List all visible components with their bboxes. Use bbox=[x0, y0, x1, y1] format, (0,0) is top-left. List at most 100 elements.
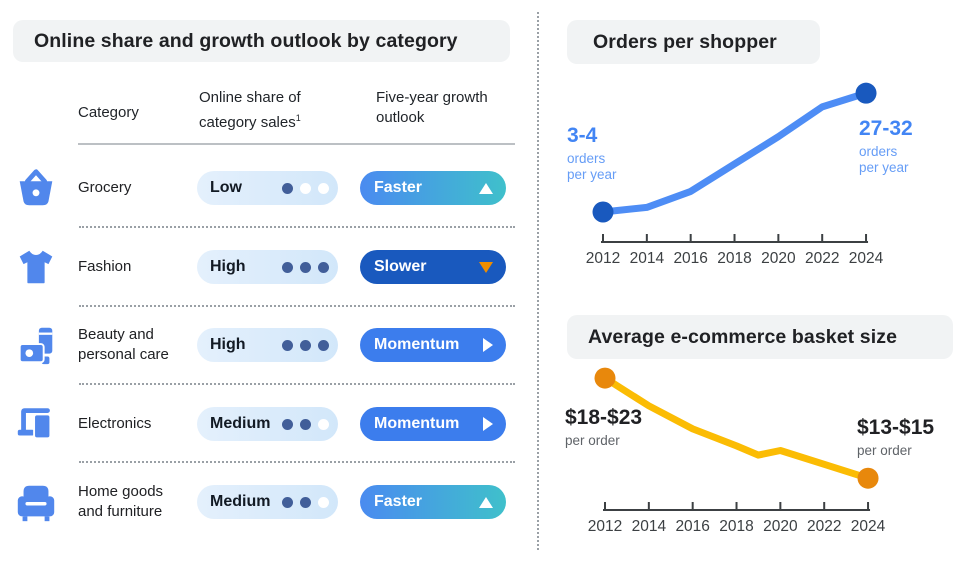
endpoint-dot bbox=[855, 82, 877, 104]
share-dot-empty bbox=[318, 182, 329, 194]
annotation-value: $18-$23 bbox=[565, 406, 643, 429]
share-dot-filled bbox=[318, 261, 329, 273]
endpoint-dot bbox=[857, 467, 879, 489]
outlook-pill: Momentum bbox=[360, 328, 506, 362]
row-separator bbox=[79, 383, 515, 385]
category-label: Fashion bbox=[78, 258, 132, 275]
row-separator bbox=[79, 305, 515, 307]
outlook-label: Momentum bbox=[374, 415, 460, 432]
category-label: Grocery bbox=[78, 179, 132, 196]
axis-year-label: 2012 bbox=[586, 250, 620, 267]
arrow-up-icon bbox=[479, 496, 493, 508]
arrow-right-icon bbox=[483, 338, 493, 352]
devices-icon bbox=[13, 401, 59, 447]
share-dot-filled bbox=[282, 496, 293, 508]
basket-icon bbox=[13, 165, 59, 211]
outlook-label: Momentum bbox=[374, 336, 460, 353]
share-dot-filled bbox=[282, 418, 293, 430]
axis-year-label: 2022 bbox=[807, 518, 841, 535]
table-row-grocery: Grocery Low Faster bbox=[0, 149, 515, 227]
arrow-right-icon bbox=[483, 417, 493, 431]
column-header-share: Online share of category sales1 bbox=[199, 88, 325, 133]
share-level-label: High bbox=[210, 258, 246, 275]
outlook-pill: Faster bbox=[360, 485, 506, 519]
armchair-icon bbox=[13, 479, 59, 525]
share-dot-filled bbox=[318, 339, 329, 351]
footnote-marker: 1 bbox=[295, 113, 301, 123]
trend-line bbox=[599, 89, 870, 216]
share-pill: Medium bbox=[197, 407, 338, 441]
axis-year-label: 2018 bbox=[717, 250, 751, 267]
orders-chart-title-text: Orders per shopper bbox=[593, 30, 777, 53]
basket-chart-svg: 2012 2014 2016 2018 2020 2022 2024 bbox=[588, 367, 886, 535]
endpoint-dot bbox=[594, 367, 616, 389]
outlook-pill: Faster bbox=[360, 171, 506, 205]
axis-year-label: 2014 bbox=[632, 518, 667, 535]
tshirt-icon bbox=[13, 244, 59, 290]
orders-start-annotation: 3-4 orders per year bbox=[567, 124, 617, 183]
outlook-label: Faster bbox=[374, 179, 423, 196]
share-dot-empty bbox=[300, 182, 311, 194]
outlook-label: Slower bbox=[374, 258, 427, 275]
vertical-separator bbox=[537, 12, 539, 550]
axis-year-label: 2024 bbox=[851, 518, 886, 535]
share-level-label: High bbox=[210, 336, 246, 353]
basket-chart-title: Average e-commerce basket size bbox=[567, 315, 953, 359]
axis-year-label: 2014 bbox=[630, 250, 665, 267]
share-dot-filled bbox=[282, 182, 293, 194]
share-dots bbox=[282, 496, 329, 508]
cosmetics-icon bbox=[13, 322, 59, 368]
outlook-pill: Momentum bbox=[360, 407, 506, 441]
category-label: Beauty and personal care bbox=[78, 326, 169, 363]
share-dots bbox=[282, 261, 329, 273]
axis-year-label: 2012 bbox=[588, 518, 622, 535]
share-dot-filled bbox=[282, 339, 293, 351]
arrow-down-icon bbox=[479, 261, 493, 273]
share-pill: High bbox=[197, 328, 338, 362]
table-row-fashion: Fashion High Slower bbox=[0, 228, 515, 306]
left-panel-title: Online share and growth outlook by categ… bbox=[13, 20, 510, 62]
basket-end-annotation: $13-$15 per order bbox=[857, 416, 934, 459]
share-dots bbox=[282, 418, 329, 430]
annotation-unit: per year bbox=[859, 160, 909, 175]
category-label: Electronics bbox=[78, 415, 152, 432]
row-separator bbox=[79, 461, 515, 463]
share-dot-empty bbox=[318, 496, 329, 508]
trend-line bbox=[601, 374, 872, 482]
share-dot-filled bbox=[300, 496, 311, 508]
outlook-pill: Slower bbox=[360, 250, 506, 284]
share-dot-filled bbox=[300, 339, 311, 351]
column-header-category: Category bbox=[78, 104, 139, 121]
share-pill: High bbox=[197, 250, 338, 284]
basket-start-annotation: $18-$23 per order bbox=[565, 406, 642, 449]
axis-year-label: 2022 bbox=[805, 250, 839, 267]
row-separator bbox=[79, 226, 515, 228]
category-label: Home goods and furniture bbox=[78, 483, 164, 520]
annotation-value: 3-4 bbox=[567, 124, 598, 147]
table-row-beauty: Beauty and personal care High Momentum bbox=[0, 306, 515, 384]
left-panel-title-text: Online share and growth outlook by categ… bbox=[34, 29, 458, 52]
share-level-label: Low bbox=[210, 179, 242, 196]
header-underline bbox=[78, 143, 515, 145]
annotation-unit: per order bbox=[857, 443, 912, 458]
axis-year-label: 2024 bbox=[849, 250, 884, 267]
share-level-label: Medium bbox=[210, 493, 271, 510]
orders-chart-svg: 2012 2014 2016 2018 2020 2022 2024 bbox=[586, 82, 884, 267]
annotation-value: $13-$15 bbox=[857, 416, 935, 439]
share-level-label: Medium bbox=[210, 415, 271, 432]
share-pill: Medium bbox=[197, 485, 338, 519]
share-dots bbox=[282, 182, 329, 194]
arrow-up-icon bbox=[479, 182, 493, 194]
endpoint-dot bbox=[592, 201, 614, 223]
outlook-label: Faster bbox=[374, 493, 423, 510]
annotation-unit: orders bbox=[567, 151, 606, 166]
share-dot-empty bbox=[318, 418, 329, 430]
axis-year-label: 2016 bbox=[673, 250, 707, 267]
table-row-home-goods: Home goods and furniture Medium Faster bbox=[0, 463, 515, 541]
orders-end-annotation: 27-32 orders per year bbox=[859, 117, 913, 176]
column-header-share-text: Online share of category sales bbox=[199, 89, 301, 131]
annotation-value: 27-32 bbox=[859, 117, 913, 140]
share-dots bbox=[282, 339, 329, 351]
axis-year-label: 2018 bbox=[719, 518, 753, 535]
